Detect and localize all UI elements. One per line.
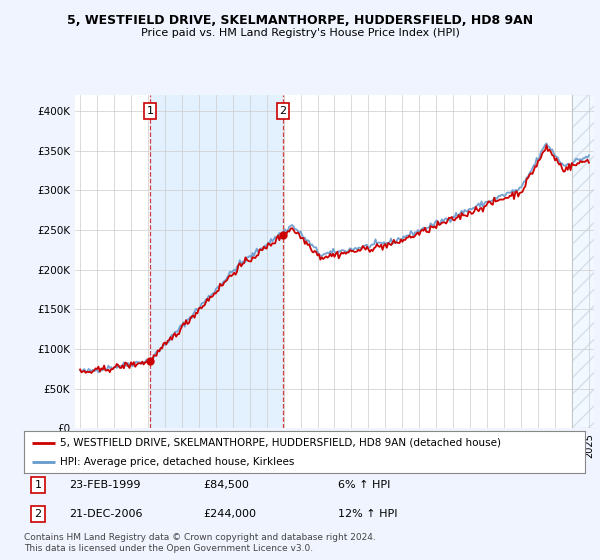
Text: 1: 1 <box>35 480 41 491</box>
Text: 21-DEC-2006: 21-DEC-2006 <box>69 509 142 519</box>
Text: 5, WESTFIELD DRIVE, SKELMANTHORPE, HUDDERSFIELD, HD8 9AN (detached house): 5, WESTFIELD DRIVE, SKELMANTHORPE, HUDDE… <box>61 438 502 448</box>
Text: 12% ↑ HPI: 12% ↑ HPI <box>338 509 398 519</box>
Text: 6% ↑ HPI: 6% ↑ HPI <box>338 480 391 491</box>
Text: £244,000: £244,000 <box>203 509 257 519</box>
Text: 2: 2 <box>34 509 41 519</box>
Text: £84,500: £84,500 <box>203 480 250 491</box>
Text: 23-FEB-1999: 23-FEB-1999 <box>69 480 140 491</box>
Text: 2: 2 <box>280 106 287 116</box>
Text: 1: 1 <box>146 106 154 116</box>
Bar <box>150 95 283 428</box>
Text: 5, WESTFIELD DRIVE, SKELMANTHORPE, HUDDERSFIELD, HD8 9AN: 5, WESTFIELD DRIVE, SKELMANTHORPE, HUDDE… <box>67 14 533 27</box>
Bar <box>572 95 600 428</box>
Text: HPI: Average price, detached house, Kirklees: HPI: Average price, detached house, Kirk… <box>61 458 295 467</box>
Text: Contains HM Land Registry data © Crown copyright and database right 2024.
This d: Contains HM Land Registry data © Crown c… <box>24 533 376 553</box>
Text: Price paid vs. HM Land Registry's House Price Index (HPI): Price paid vs. HM Land Registry's House … <box>140 28 460 38</box>
